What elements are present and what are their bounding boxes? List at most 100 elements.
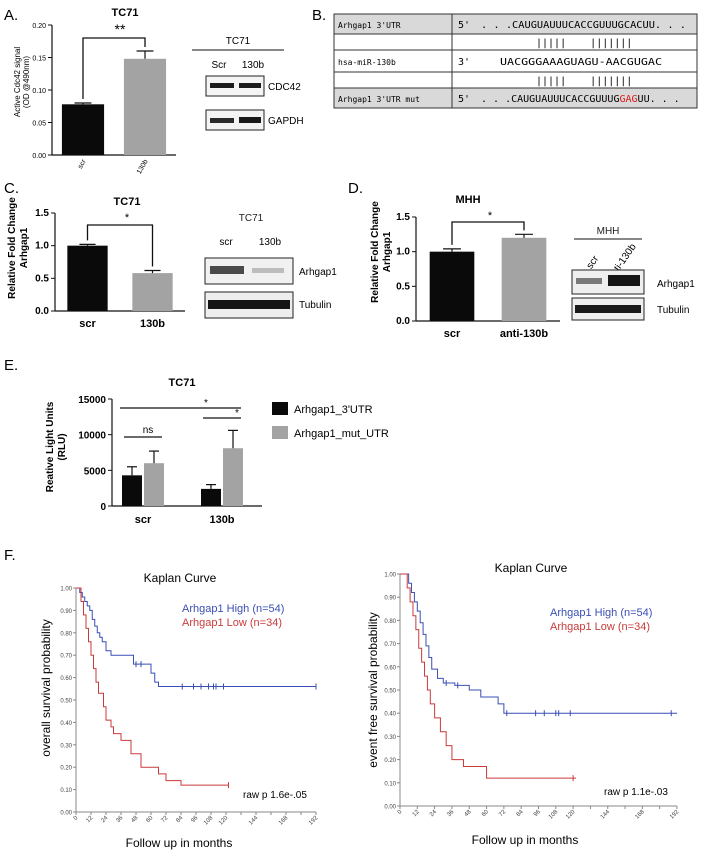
panel-c-blot-band [252,268,284,273]
panel-e: TC71 Reative Light Units (RLU) 0 5000 1000… [45,377,389,526]
panel-a-ylabel-2: (OD @490nm) [22,56,31,108]
y-tick-label: 0.30 [384,735,396,741]
panel-b-prime-utr: 5' [458,20,470,31]
x-tick-label: anti-130b [500,328,549,340]
panel-c-ylabel-1: Relative Fold Change [7,197,18,299]
panel-f-right-ylabel: event free survival probability [366,612,380,767]
y-tick-label: 1.5 [396,212,410,223]
y-tick-label: 0.5 [35,273,49,284]
x-tick-label: 72 [498,809,507,818]
panel-b-seq-mir: UACGGGAAAGUAGU-AACGUGAC [500,57,662,68]
panel-f-right-xlabel: Follow up in months [472,833,579,847]
panel-d-blot-row-1: Arhgap1 [657,279,695,290]
panel-f-left-ylabel: overall survival probability [39,619,53,756]
panel-b-prime-mir: 3' [458,57,470,68]
y-tick-label: 0.50 [60,699,72,705]
y-tick-label: 0.0 [396,316,410,327]
x-tick-label: 48 [464,809,473,818]
panel-letter-c: C. [4,180,19,197]
panel-letter-d: D. [348,180,363,197]
x-tick-label: 60 [145,815,154,824]
panel-a: TC71 Active Cdc42 signal (OD @490nm) 0.0… [13,7,304,175]
panel-c-blot-band [210,266,244,274]
km-series-line [400,573,577,779]
panel-letter-b: B. [312,7,326,24]
y-tick-label: 0.10 [384,781,396,787]
significance-bracket [82,37,146,99]
y-tick-label: 15000 [78,395,106,406]
panel-a-blot-band [210,83,234,88]
panel-a-lane-1: Scr [212,60,228,71]
y-tick-label: 0 [100,502,106,513]
panel-b-row-mut [333,87,698,109]
bar [123,58,167,155]
y-tick-label: 0.90 [384,596,396,602]
y-tick-label: 0.40 [384,712,396,718]
x-tick-label: 36 [446,809,455,818]
panel-b-seq-mut-pre: . . .CAUGUAUUUCACCGUUUG [481,94,619,105]
x-tick-label: 130b [140,318,165,330]
y-tick-label: 0.00 [60,811,72,817]
x-tick-label: 48 [130,815,139,824]
panel-c-lane-2: 130b [259,237,282,248]
bar [61,104,105,155]
panel-c-lane-1: scr [219,237,233,248]
x-tick-label: 120 [218,815,230,827]
y-tick-label: 0.00 [32,153,46,160]
panel-e-sig-2: * [235,408,239,419]
panel-d-title: MHH [455,194,480,206]
panel-b-label-mut: Arhgap1 3'UTR mut [338,95,420,104]
panel-d-blot-band [608,275,640,286]
bar [132,273,173,311]
panel-e-title: TC71 [169,377,196,389]
x-tick-label: 108 [548,809,560,821]
y-tick-label: 0.80 [384,619,396,625]
bar [122,475,142,506]
x-tick-label: 24 [429,809,438,818]
panel-d-lane-1: scr [585,253,602,271]
y-tick-label: 0.0 [35,306,49,317]
x-tick-label: 168 [634,809,646,821]
y-tick-label: 0.70 [60,654,72,660]
y-tick-label: 0.70 [384,642,396,648]
bar [201,488,221,506]
panel-f-left-pvalue: raw p 1.6e-.05 [243,790,307,801]
panel-a-lane-2: 130b [242,60,265,71]
x-tick-label: scr [444,328,461,340]
panel-d-ylabel-2: Arhgap1 [382,231,393,272]
y-tick-label: 0.20 [60,766,72,772]
panel-f-right-pvalue: raw p 1.1e-.03 [604,787,668,798]
y-tick-label: 1.00 [384,573,396,579]
panel-a-blot-header: TC71 [226,36,251,47]
panel-a-blot-cdc42-box [205,75,265,97]
legend-label: Arhgap1 Low (n=34) [182,617,282,629]
panel-d-blot-band [576,278,602,284]
x-tick-label: 60 [481,809,490,818]
y-tick-label: 0.60 [384,665,396,671]
x-tick-label: 144 [600,809,612,821]
panel-b-label-mir: hsa-miR-130b [338,58,396,67]
panel-f: Kaplan Curve overall survival probabilit… [39,561,681,850]
panel-d-blot-header: MHH [597,226,620,237]
y-tick-label: 0.60 [60,676,72,682]
panel-b-row-pair-2 [333,71,698,89]
y-tick-label: 1.5 [35,208,49,219]
panel-letter-e: E. [4,357,18,374]
x-tick-label: 0 [73,815,80,822]
panel-b-seq-mut: . . .CAUGUAUUUCACCGUUUGGAGUU. . . [481,94,680,105]
panel-e-ylabel-1: Reative Light Units [45,401,56,492]
panel-c-title: TC71 [114,196,141,208]
y-tick-label: 0.20 [32,23,46,30]
y-tick-label: 0.10 [60,788,72,794]
panel-c-blot-band [208,300,290,309]
panel-e-sig-ns: ns [143,425,154,436]
y-tick-label: 0.15 [32,56,46,63]
y-tick-label: 5000 [84,466,107,477]
x-tick-label: 192 [308,815,320,827]
panel-d-significance: * [488,210,493,222]
bar [501,237,547,321]
panel-a-blot-band [210,118,234,123]
panel-c-significance: * [125,212,130,224]
legend-label: Arhgap1 High (n=54) [182,603,284,615]
x-tick-label: 168 [278,815,290,827]
